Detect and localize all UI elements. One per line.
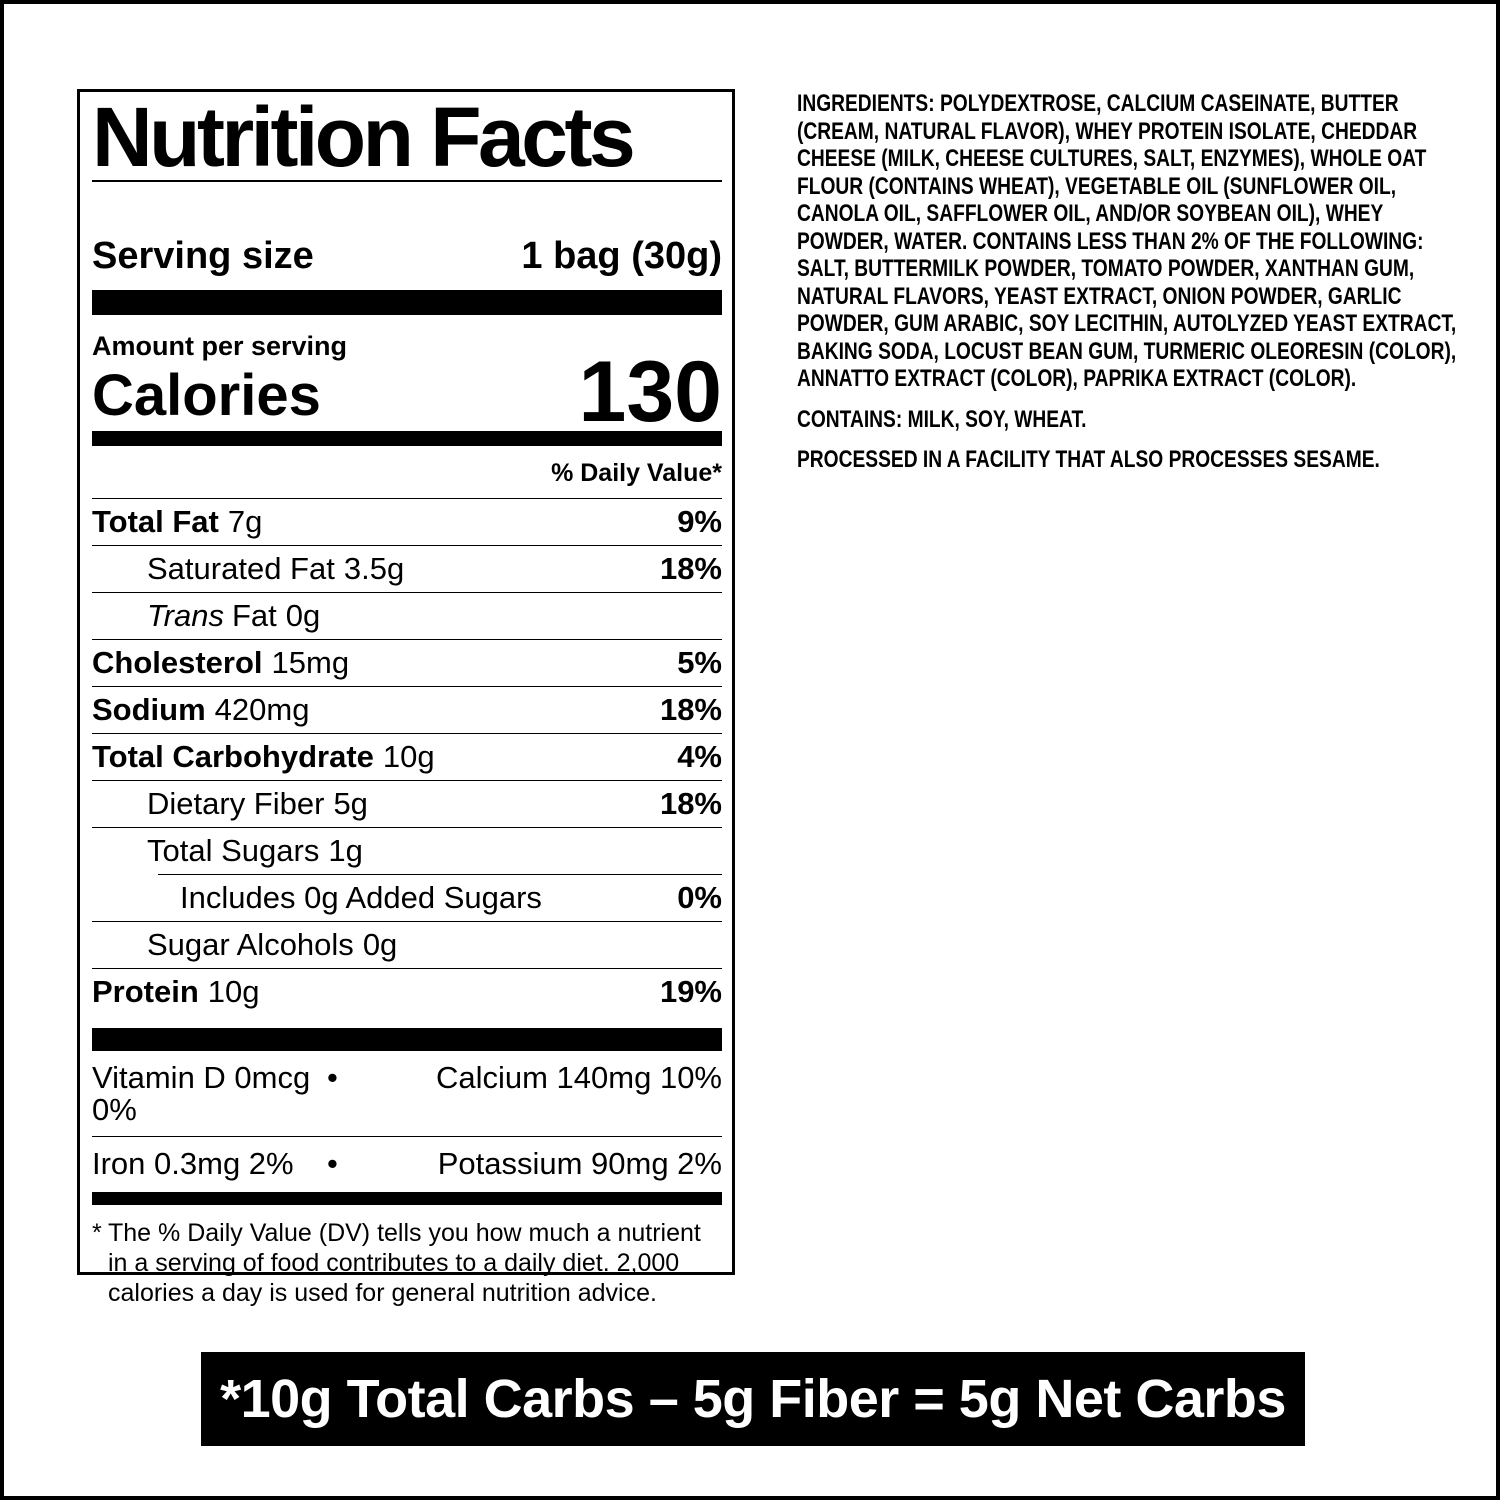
- micronutrient-row-1: Vitamin D 0mcg 0% • Calcium 140mg 10%: [92, 1051, 722, 1136]
- daily-value-percent: 18%: [659, 692, 722, 727]
- divider-bar: [92, 1028, 722, 1051]
- nutrient-name: Protein 10g: [92, 974, 260, 1009]
- micronutrient-left: Iron 0.3mg 2%: [92, 1146, 294, 1181]
- ingredients-list: POLYDEXTROSE, CALCIUM CASEINATE, BUTTER …: [797, 90, 1457, 392]
- nutrient-row-added-sugars: Includes 0g Added Sugars 0%: [92, 875, 722, 921]
- nutrient-name: Dietary Fiber 5g: [147, 786, 368, 821]
- nutrient-name: Sugar Alcohols 0g: [147, 927, 398, 962]
- daily-value-percent: 18%: [659, 786, 722, 821]
- bullet-separator: •: [327, 1060, 338, 1095]
- nutrient-row-total-fat: Total Fat 7g 9%: [92, 498, 722, 545]
- bullet-separator: •: [327, 1146, 338, 1181]
- nutrient-row-sodium: Sodium 420mg 18%: [92, 686, 722, 733]
- daily-value-header: % Daily Value*: [551, 459, 722, 487]
- divider-bar: [92, 1192, 722, 1205]
- nutrition-facts-title: Nutrition Facts: [92, 90, 636, 184]
- nutrient-name: Sodium 420mg: [92, 692, 310, 727]
- daily-value-percent: 4%: [677, 739, 722, 774]
- daily-value-percent: 5%: [677, 645, 722, 680]
- nutrient-row-protein: Protein 10g 19%: [92, 968, 722, 1015]
- daily-value-footnote: * The % Daily Value (DV) tells you how m…: [92, 1218, 722, 1308]
- facility-statement: PROCESSED IN A FACILITY THAT ALSO PROCES…: [797, 446, 1380, 473]
- micronutrient-right: Potassium 90mg 2%: [437, 1146, 722, 1181]
- nutrient-row-cholesterol: Cholesterol 15mg 5%: [92, 639, 722, 686]
- nutrient-name: Includes 0g Added Sugars: [180, 880, 542, 915]
- nutrition-facts-box: Nutrition Facts Serving size 1 bag (30g)…: [77, 89, 735, 1307]
- serving-size-label: Serving size: [92, 235, 314, 277]
- nutrient-name: Cholesterol 15mg: [92, 645, 350, 680]
- nutrient-name: Trans Fat 0g: [147, 598, 321, 633]
- nutrient-name: Total Carbohydrate 10g: [92, 739, 435, 774]
- micronutrient-right: Calcium 140mg 10%: [435, 1060, 722, 1095]
- divider-bar: [92, 290, 722, 315]
- nutrient-name: Saturated Fat 3.5g: [147, 551, 405, 586]
- nutrient-row-total-carbohydrate: Total Carbohydrate 10g 4%: [92, 733, 722, 780]
- serving-size-row: Serving size 1 bag (30g): [92, 236, 722, 276]
- amount-per-serving-label: Amount per serving: [92, 331, 348, 361]
- calories-row: Calories 130: [92, 344, 723, 440]
- divider-bar: [92, 431, 722, 446]
- divider-hairline-indented: [158, 874, 722, 875]
- nutrient-row-saturated-fat: Saturated Fat 3.5g 18%: [92, 545, 722, 592]
- daily-value-percent: 18%: [659, 551, 722, 586]
- nutrient-name: Total Fat 7g: [92, 504, 263, 539]
- nutrient-row-trans-fat: Trans Fat 0g: [92, 592, 722, 639]
- nutrient-row-total-sugars: Total Sugars 1g: [92, 827, 722, 874]
- micronutrient-left: Vitamin D 0mcg 0%: [92, 1060, 311, 1127]
- allergen-contains-statement: CONTAINS: MILK, SOY, WHEAT.: [797, 405, 1087, 433]
- daily-value-percent: 19%: [659, 974, 722, 1009]
- calories-value: 130: [578, 344, 723, 440]
- ingredients-section: INGREDIENTS: POLYDEXTROSE, CALCIUM CASEI…: [797, 90, 1461, 474]
- micronutrient-row-2: Iron 0.3mg 2% • Potassium 90mg 2%: [92, 1136, 722, 1190]
- divider-hairline: [92, 180, 722, 182]
- net-carbs-text: *10g Total Carbs – 5g Fiber = 5g Net Car…: [220, 1369, 1286, 1429]
- nutrient-row-sugar-alcohols: Sugar Alcohols 0g: [92, 921, 722, 968]
- serving-size-value: 1 bag (30g): [521, 235, 722, 277]
- daily-value-percent: 9%: [677, 504, 722, 539]
- net-carbs-banner: *10g Total Carbs – 5g Fiber = 5g Net Car…: [201, 1352, 1305, 1446]
- footnote-asterisk: *: [92, 1219, 102, 1247]
- ingredients-heading: INGREDIENTS:: [797, 90, 935, 117]
- ingredients-paragraph: INGREDIENTS: POLYDEXTROSE, CALCIUM CASEI…: [797, 90, 1461, 393]
- calories-label: Calories: [92, 363, 321, 428]
- nutrient-row-dietary-fiber: Dietary Fiber 5g 18%: [92, 780, 722, 827]
- nutrient-name: Total Sugars 1g: [147, 833, 363, 868]
- footnote-text: The % Daily Value (DV) tells you how muc…: [108, 1219, 701, 1307]
- daily-value-percent: 0%: [677, 880, 722, 915]
